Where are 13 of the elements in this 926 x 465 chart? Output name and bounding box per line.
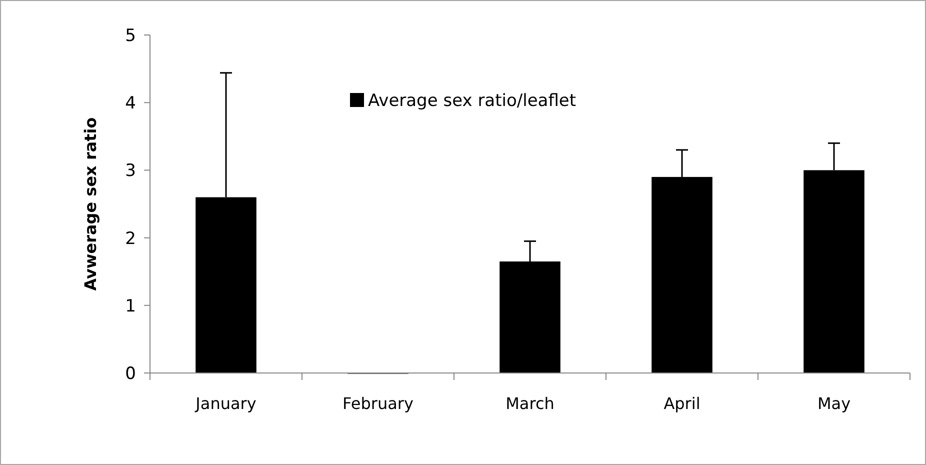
y-tick-label: 4 [125,94,136,114]
y-tick-label: 2 [125,228,136,249]
y-tick-label: 0 [125,364,136,384]
x-tick-label: March [506,394,554,413]
legend-label: Average sex ratio/leaflet [368,90,576,111]
y-tick-label: 5 [125,26,136,46]
y-tick-label: 3 [125,161,136,182]
x-tick-label: May [817,394,851,413]
x-tick-label: February [342,394,414,413]
y-axis-title: Avwerage sex ratio [81,117,100,291]
x-tick-label: January [194,394,256,413]
y-tick-label: 1 [125,296,136,316]
x-tick-label: April [664,394,700,413]
